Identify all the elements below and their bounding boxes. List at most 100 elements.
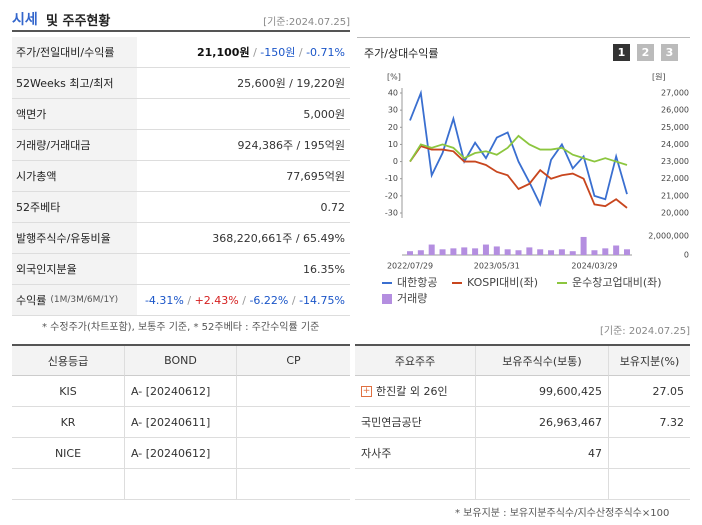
- value: /: [288, 293, 300, 307]
- series-line: [409, 89, 628, 208]
- tab[interactable]: 3: [661, 44, 678, 61]
- label: 액면가: [16, 108, 47, 121]
- y-tick-label: 20: [388, 123, 398, 132]
- header-cell: CP: [236, 346, 350, 376]
- y-tick-label: 30: [388, 106, 398, 115]
- value: +2.43%: [194, 293, 239, 307]
- value: /: [295, 45, 307, 59]
- volume-bar: [580, 236, 587, 255]
- cell: [236, 407, 350, 438]
- label: 수익률: [16, 294, 47, 307]
- volume-bar: [613, 245, 620, 255]
- x-tick-label: 2023/05/31: [474, 262, 520, 271]
- value: 77,695억원: [286, 170, 345, 183]
- sublabel: (1M/3M/6M/1Y): [50, 295, 119, 305]
- y2-tick-label: 26,000: [661, 106, 689, 115]
- note: * 수정주가(차트포함), 보통주 기준, * 52주베타 : 주간수익률 기준: [42, 322, 320, 333]
- value: 16.35%: [303, 262, 345, 276]
- rule: [357, 37, 690, 38]
- row-value: 0.72: [137, 192, 350, 223]
- y-tick-label: -10: [385, 174, 398, 183]
- cell: [124, 469, 236, 500]
- value: 25,600원 / 19,220원: [237, 77, 345, 90]
- volume-bar: [602, 248, 609, 255]
- legend-label: 거래량: [397, 292, 427, 305]
- y2-tick-label: 22,000: [661, 174, 689, 183]
- row-value: 924,386주 / 195억원: [137, 130, 350, 161]
- rule: [355, 344, 690, 346]
- value: /: [183, 293, 195, 307]
- cell: + 한진칼 외 26인: [355, 376, 475, 407]
- value: -6.22%: [249, 293, 289, 307]
- chart: [%] [원] 40 30 20 10 0 -10 -20 -30 27,000 26,000 25,0…: [382, 73, 689, 305]
- cell: [236, 376, 350, 407]
- value: -0.71%: [306, 45, 345, 59]
- header-cell: 신용등급: [12, 346, 124, 376]
- row-value: 77,695억원: [137, 161, 350, 192]
- y-tick-label: 10: [388, 140, 398, 149]
- volume-bar: [526, 247, 533, 255]
- date: [기준:2024.07.25]: [263, 17, 350, 28]
- legend-label: 대한항공: [397, 276, 437, 289]
- header-cell: 보유지분(%): [608, 346, 690, 376]
- volume-bar: [472, 248, 479, 255]
- value: 0.72: [320, 200, 346, 214]
- volume-bar: [493, 246, 500, 255]
- y2-tick-label: 23,000: [661, 157, 689, 166]
- x-tick-label: 2024/03/29: [571, 262, 617, 271]
- series-line: [409, 134, 628, 166]
- tab[interactable]: 2: [637, 44, 654, 61]
- cell: 7.32: [608, 407, 690, 438]
- cell: A- [20240612]: [124, 438, 236, 469]
- y-unit: [%]: [387, 73, 401, 82]
- row-value: 25,600원 / 19,220원: [137, 68, 350, 99]
- cell: [236, 438, 350, 469]
- volume-bar: [548, 250, 555, 255]
- expand-icon[interactable]: +: [361, 385, 372, 397]
- row-label: 외국인지분율: [12, 254, 137, 285]
- value: -14.75%: [299, 293, 345, 307]
- section-title-rest: 및 주주현황: [46, 14, 111, 29]
- volume-bar: [624, 249, 630, 255]
- row-value: -4.31% / +2.43% / -6.22% / -14.75%: [137, 285, 350, 316]
- volume-bar: [428, 244, 435, 255]
- label: 외국인지분율: [16, 263, 77, 276]
- note: * 보유지분 : 보유지분주식수/지수산정주식수×100: [455, 508, 670, 519]
- volume-bar: [558, 249, 565, 255]
- cell: [475, 469, 608, 500]
- value: 924,386주 / 195억원: [237, 139, 345, 152]
- row-label: 시가총액: [12, 161, 137, 192]
- row-value: 21,100원 / -150원 / -0.71%: [137, 37, 350, 68]
- row-label: 발행주식수/유동비율: [12, 223, 137, 254]
- label: 발행주식수/유동비율: [16, 232, 111, 245]
- row-value: 368,220,661주 / 65.49%: [137, 223, 350, 254]
- cell: [608, 469, 690, 500]
- section-title: 시세: [12, 12, 38, 28]
- cell: 국민연금공단: [355, 407, 475, 438]
- row-label: 거래량/거래대금: [12, 130, 137, 161]
- volume-bar: [417, 250, 424, 255]
- row-value: 16.35%: [137, 254, 350, 285]
- value: 5,000원: [303, 108, 345, 121]
- row-label: 수익률 (1M/3M/6M/1Y): [12, 285, 137, 316]
- legend-label: KOSPI대비(좌): [467, 276, 538, 289]
- y2-unit: [원]: [652, 73, 666, 82]
- y2-tick-label: 27,000: [661, 89, 689, 98]
- row-value: 5,000원: [137, 99, 350, 130]
- legend-label: 운수창고업대비(좌): [572, 276, 662, 289]
- cell: [608, 438, 690, 469]
- x-tick-label: 2022/07/29: [387, 262, 433, 271]
- y-tick-label: -20: [385, 191, 398, 200]
- rule: [12, 344, 350, 346]
- cell: [355, 469, 475, 500]
- value: 21,100원: [197, 46, 250, 59]
- tab[interactable]: 1: [613, 44, 630, 61]
- label: 주가/전일대비/수익률: [16, 46, 115, 59]
- header-cell: 주요주주: [355, 346, 475, 376]
- cell: [236, 469, 350, 500]
- volume-bar: [461, 247, 468, 255]
- date: [기준: 2024.07.25]: [599, 326, 690, 337]
- legend-swatch: [382, 294, 392, 304]
- volume-bar: [439, 249, 446, 255]
- cell: KR: [12, 407, 124, 438]
